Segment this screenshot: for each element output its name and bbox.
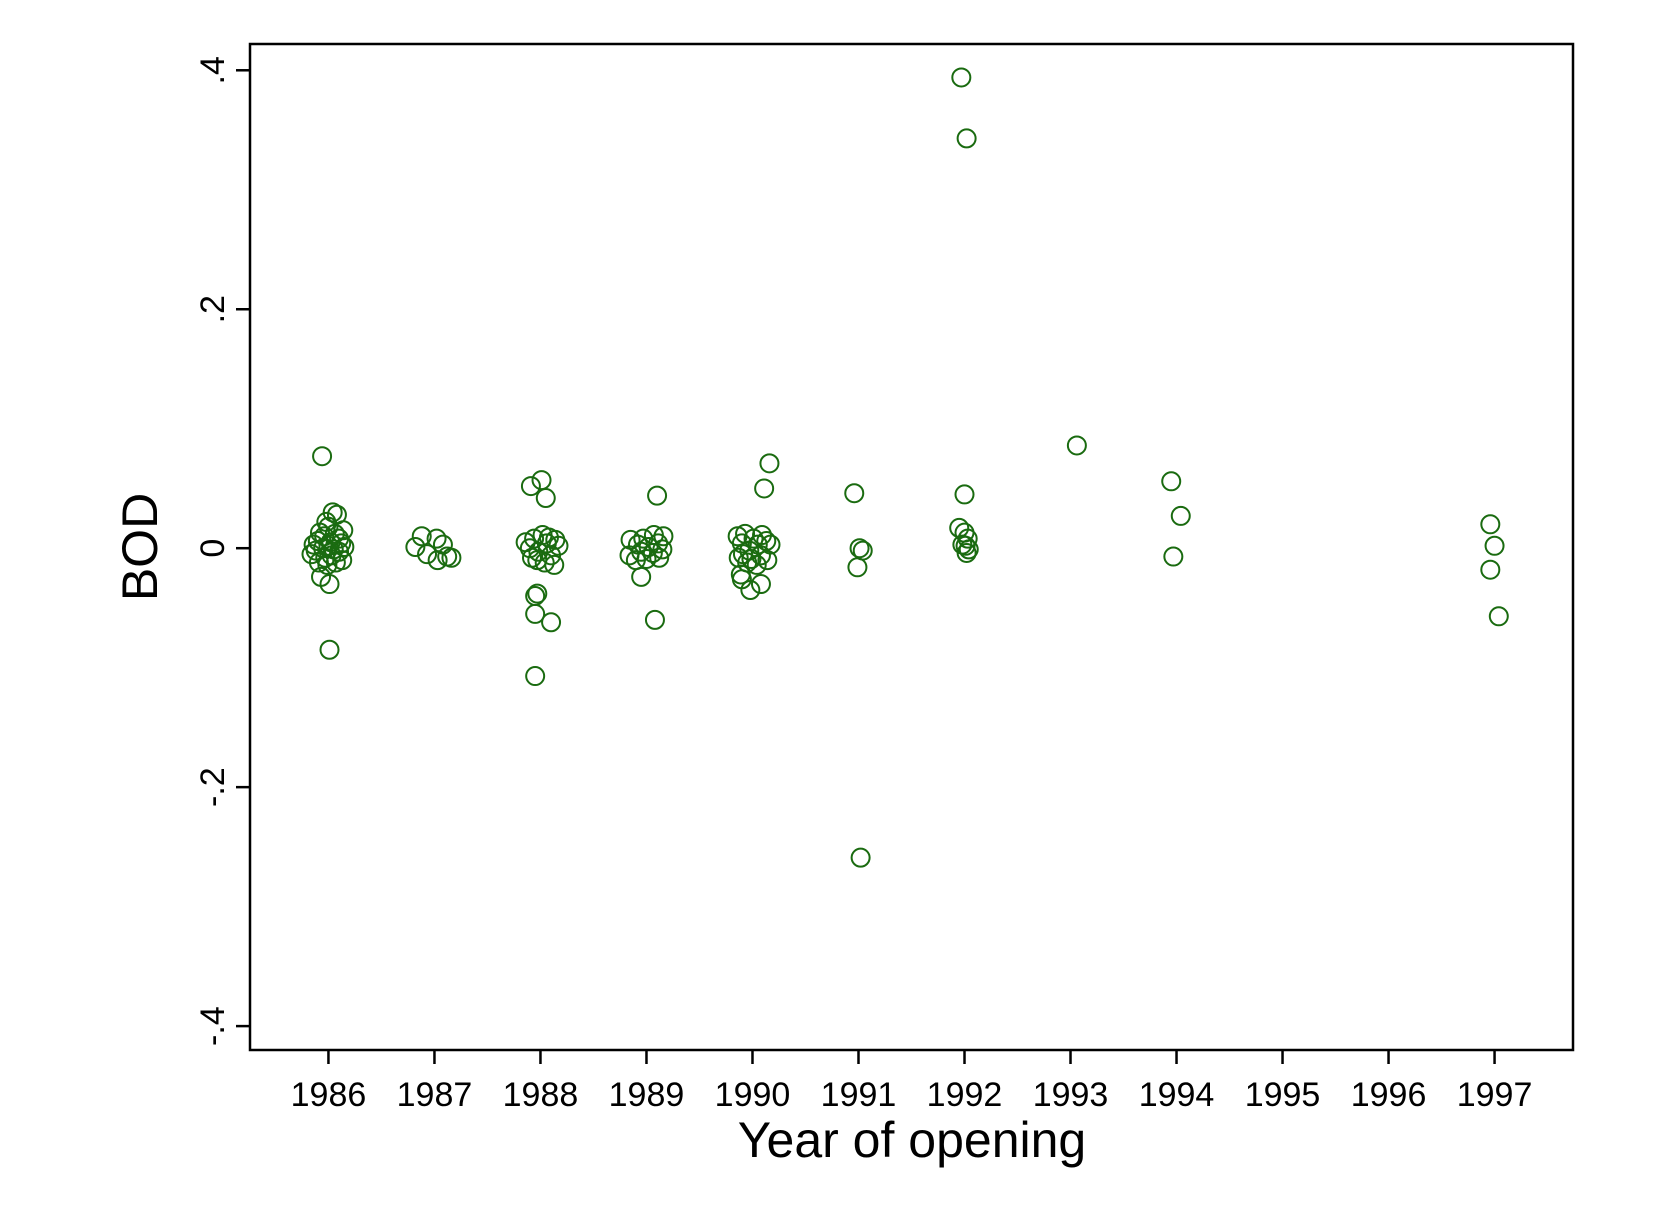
- data-point: [731, 533, 752, 554]
- data-point: [958, 539, 979, 560]
- data-point: [1066, 435, 1087, 456]
- data-point: [951, 67, 972, 88]
- x-tick-label: 1992: [927, 1076, 1003, 1114]
- data-point: [754, 478, 775, 499]
- data-point: [527, 583, 548, 604]
- x-tick-label: 1990: [715, 1076, 791, 1114]
- data-point: [534, 552, 555, 573]
- data-point: [653, 526, 674, 547]
- data-point: [535, 488, 556, 509]
- data-point: [317, 554, 338, 575]
- y-tick-label: .2: [194, 295, 232, 323]
- x-tick-label: 1996: [1351, 1076, 1427, 1114]
- x-tick-label: 1994: [1139, 1076, 1215, 1114]
- y-tick-label: .4: [194, 56, 232, 84]
- data-point: [426, 528, 447, 549]
- data-point: [847, 557, 868, 578]
- data-point: [652, 539, 673, 560]
- data-point: [955, 535, 976, 556]
- data-point: [319, 574, 340, 595]
- data-point: [319, 639, 340, 660]
- x-axis: 1986 1987 1988 1989 1990 1991 1992 1993 1994 1995…: [291, 1050, 1533, 1114]
- y-axis: -.4 -.2 0 .2 .4: [194, 56, 250, 1046]
- data-point: [757, 550, 778, 571]
- x-tick-label: 1986: [291, 1076, 367, 1114]
- data-point: [308, 552, 329, 573]
- data-point: [312, 446, 333, 467]
- data-point: [746, 554, 767, 575]
- y-tick-label: -.4: [194, 1006, 232, 1046]
- x-tick-label: 1988: [503, 1076, 579, 1114]
- data-point: [631, 566, 652, 587]
- data-point: [1480, 559, 1501, 580]
- data-point: [649, 547, 670, 568]
- data-point: [325, 552, 346, 573]
- data-point: [849, 538, 870, 559]
- data-point: [636, 548, 657, 569]
- x-axis-title: Year of opening: [738, 1112, 1086, 1168]
- data-point: [1480, 514, 1501, 535]
- data-point: [1170, 505, 1191, 526]
- x-tick-label: 1995: [1245, 1076, 1321, 1114]
- y-tick-label: 0: [194, 539, 232, 558]
- data-point: [1163, 546, 1184, 567]
- data-point: [541, 612, 562, 633]
- y-tick-label: -.2: [194, 767, 232, 807]
- x-tick-label: 1989: [609, 1076, 685, 1114]
- data-point: [750, 574, 771, 595]
- data-point: [441, 547, 462, 568]
- data-point: [647, 485, 668, 506]
- x-tick-label: 1993: [1033, 1076, 1109, 1114]
- y-axis-title: BOD: [112, 493, 168, 601]
- x-tick-label: 1997: [1457, 1076, 1533, 1114]
- data-point: [525, 603, 546, 624]
- data-point: [644, 609, 665, 630]
- data-point: [956, 128, 977, 149]
- plot-frame: [248, 42, 1575, 1052]
- data-point: [741, 548, 762, 569]
- data-point: [525, 666, 546, 687]
- data-point: [756, 531, 777, 552]
- data-point: [642, 542, 663, 563]
- data-point: [740, 580, 761, 601]
- data-point: [417, 544, 438, 565]
- data-point: [538, 527, 559, 548]
- data-point: [405, 537, 426, 557]
- x-tick-label: 1991: [821, 1076, 897, 1114]
- data-point: [956, 542, 977, 563]
- data-point: [750, 545, 771, 566]
- data-point: [544, 554, 565, 575]
- data-point: [520, 476, 541, 497]
- data-point: [1488, 606, 1509, 627]
- x-tick-label: 1987: [397, 1076, 473, 1114]
- data-point: [524, 528, 545, 549]
- data-point: [427, 550, 448, 571]
- data-point: [850, 847, 871, 868]
- data-point: [1484, 535, 1505, 556]
- data-points: [301, 67, 1509, 868]
- data-point: [1161, 471, 1182, 492]
- data-point: [844, 483, 865, 504]
- data-point: [954, 484, 975, 505]
- data-point: [759, 453, 780, 474]
- data-point: [411, 526, 432, 547]
